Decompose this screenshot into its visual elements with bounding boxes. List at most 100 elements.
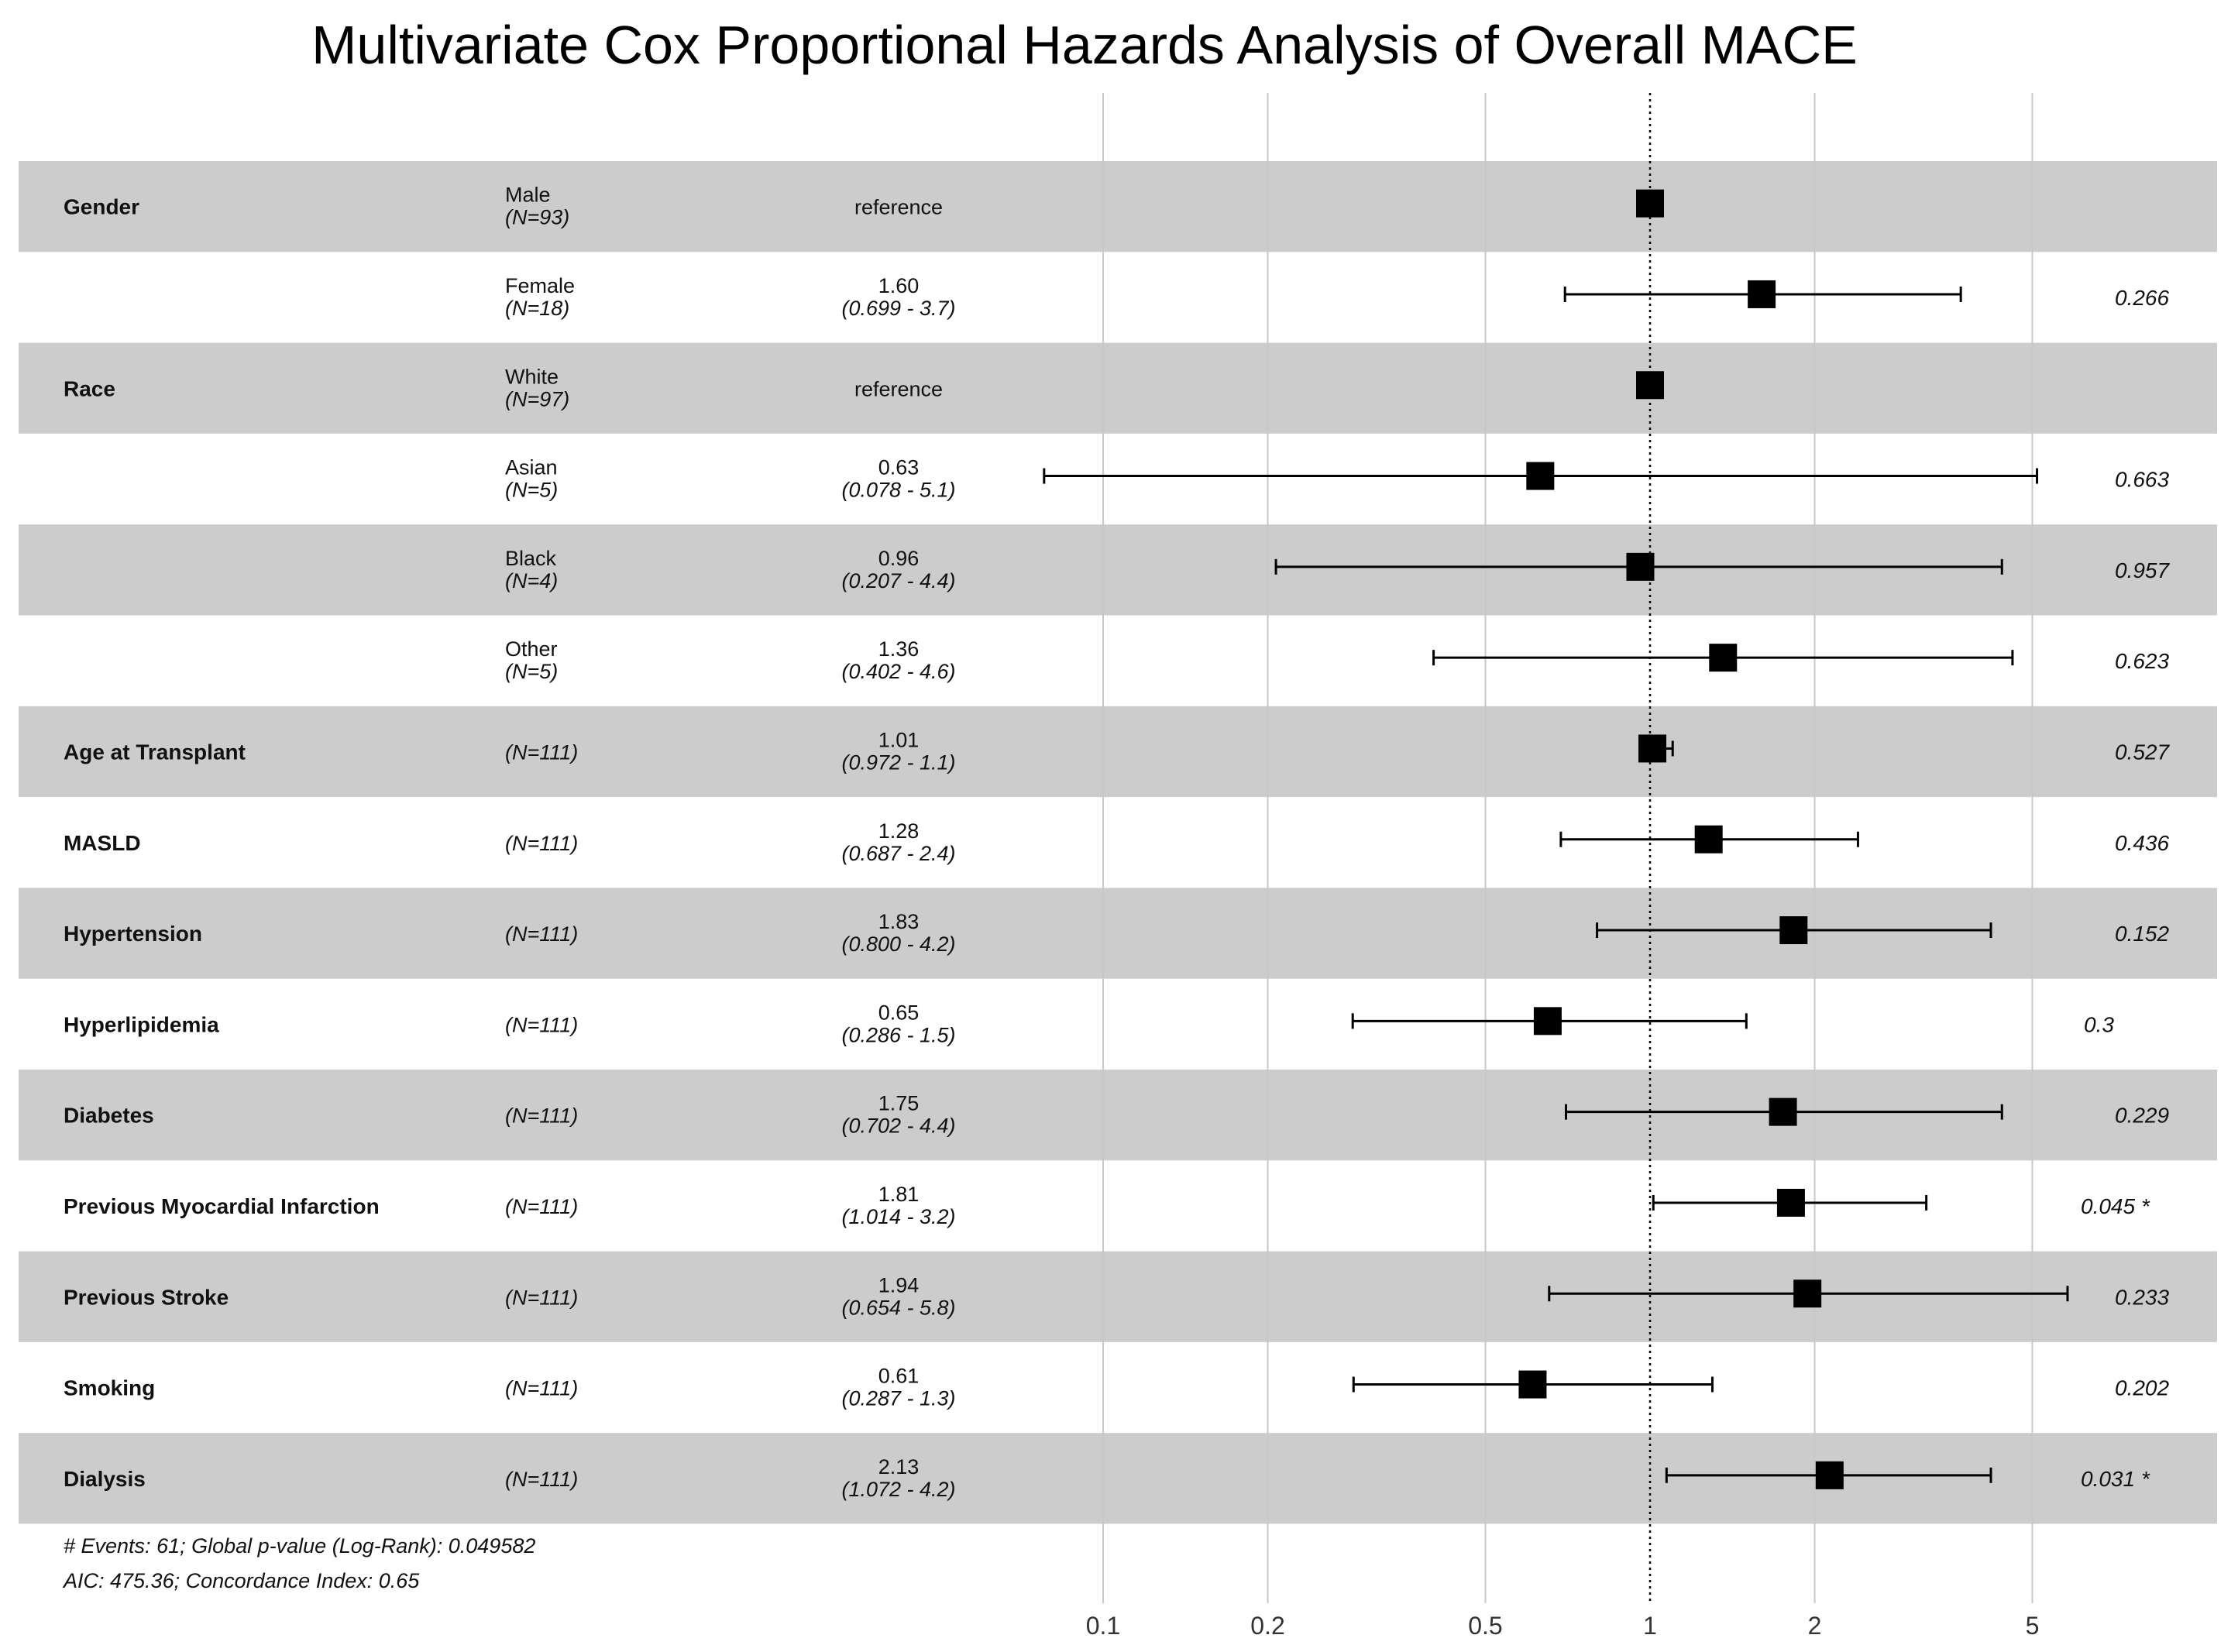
ci-label: (0.654 - 5.8) — [841, 1296, 955, 1319]
hr-point — [1533, 1007, 1562, 1036]
category-label: Male — [505, 184, 551, 207]
variable-label: MASLD — [64, 831, 141, 855]
hr-point — [1815, 1461, 1844, 1489]
hr-label: 0.65 — [878, 1001, 920, 1024]
n-label: (N=111) — [505, 1286, 578, 1309]
hr-label: reference — [854, 377, 943, 400]
category-label: White — [505, 365, 559, 388]
n-label: (N=111) — [505, 1468, 578, 1491]
ci-label: (0.687 - 2.4) — [841, 842, 955, 865]
n-label: (N=93) — [505, 206, 569, 229]
hr-point — [1694, 825, 1723, 853]
hr-label: 0.96 — [878, 547, 920, 570]
row-band — [19, 524, 2217, 616]
n-label: (N=111) — [505, 1013, 578, 1036]
variable-label: Race — [64, 376, 115, 400]
n-label: (N=5) — [505, 660, 558, 683]
estimate-marks — [1043, 189, 2069, 1489]
hr-point — [1793, 1279, 1822, 1308]
variable-label: Hypertension — [64, 922, 202, 946]
n-label: (N=111) — [505, 1195, 578, 1218]
n-label: (N=111) — [505, 1104, 578, 1128]
row-band — [19, 888, 2217, 979]
ci-label: (0.702 - 4.4) — [841, 1114, 955, 1138]
ci-label: (0.286 - 1.5) — [841, 1023, 955, 1046]
hr-point — [1779, 916, 1808, 945]
hr-label: 1.01 — [878, 728, 920, 751]
ci-label: (1.014 - 3.2) — [841, 1205, 955, 1228]
hr-label: reference — [854, 196, 943, 219]
x-tick-label: 0.5 — [1468, 1612, 1502, 1640]
hr-label: 0.63 — [878, 456, 920, 479]
p-value-label: 0.3 — [2084, 1012, 2114, 1036]
hr-point — [1709, 644, 1738, 672]
hr-point — [1526, 462, 1555, 490]
hr-point — [1636, 189, 1664, 218]
hr-point — [1769, 1097, 1797, 1126]
p-value-label: 0.202 — [2115, 1376, 2169, 1400]
variable-label: Gender — [64, 195, 139, 219]
footnote-events: # Events: 61; Global p-value (Log-Rank):… — [64, 1534, 535, 1558]
n-label: (N=5) — [505, 479, 558, 502]
hr-label: 1.75 — [878, 1092, 920, 1115]
hr-point — [1748, 280, 1776, 308]
ci-label: (0.402 - 4.6) — [841, 660, 955, 683]
variable-label: Age at Transplant — [64, 740, 246, 764]
variable-label: Previous Myocardial Infarction — [64, 1194, 380, 1218]
p-value-label: 0.152 — [2115, 922, 2169, 946]
gridlines — [1102, 93, 2033, 1603]
x-tick-label: 5 — [2026, 1612, 2040, 1640]
ci-label: (1.072 - 4.2) — [841, 1478, 955, 1501]
n-label: (N=18) — [505, 297, 569, 320]
ci-label: (0.699 - 3.7) — [841, 297, 955, 320]
hr-point — [1776, 1188, 1805, 1217]
p-value-label: 0.266 — [2115, 286, 2169, 310]
n-label: (N=4) — [505, 569, 558, 592]
ci-label: (0.207 - 4.4) — [841, 569, 955, 592]
hr-label: 1.81 — [878, 1183, 920, 1206]
n-label: (N=97) — [505, 387, 569, 410]
p-value-label: 0.229 — [2115, 1104, 2169, 1128]
category-label: Other — [505, 637, 558, 661]
n-label: (N=111) — [505, 740, 578, 764]
row-band — [19, 706, 2217, 798]
row-band — [19, 342, 2217, 434]
category-label: Female — [505, 274, 575, 297]
p-value-label: 0.436 — [2115, 831, 2169, 855]
variable-label: Dialysis — [64, 1467, 146, 1491]
p-value-label: 0.663 — [2115, 468, 2169, 492]
hr-point — [1626, 552, 1655, 581]
row-band — [19, 1433, 2217, 1524]
hr-label: 0.61 — [878, 1365, 920, 1388]
ci-label: (0.078 - 5.1) — [841, 479, 955, 502]
x-tick-label: 0.1 — [1086, 1612, 1120, 1640]
ci-label: (0.800 - 4.2) — [841, 932, 955, 956]
variable-label: Hyperlipidemia — [64, 1012, 219, 1036]
ci-label: (0.972 - 1.1) — [841, 750, 955, 774]
hr-label: 1.60 — [878, 274, 920, 297]
row-band — [19, 161, 2217, 252]
hr-label: 1.94 — [878, 1273, 920, 1297]
p-value-label: 0.957 — [2115, 558, 2170, 582]
hr-point — [1518, 1370, 1547, 1399]
x-tick-label: 2 — [1808, 1612, 1822, 1640]
x-tick-label: 1 — [1643, 1612, 1657, 1640]
p-value-label: 0.031 * — [2081, 1467, 2150, 1491]
row-bands — [19, 161, 2217, 1524]
p-value-label: 0.233 — [2115, 1285, 2169, 1309]
x-tick-label: 0.2 — [1250, 1612, 1284, 1640]
row-labels: Gender Male(N=93) reference Female(N=18) 1.6… — [64, 184, 2170, 1501]
p-value-label: 0.045 * — [2081, 1194, 2150, 1218]
category-label: Asian — [505, 456, 558, 479]
row-band — [19, 1251, 2217, 1342]
hr-point — [1636, 371, 1664, 400]
x-axis-ticks: 0.1 0.2 0.5 1 2 5 — [1086, 1612, 2040, 1640]
hr-label: 1.28 — [878, 819, 920, 843]
footnote-aic: AIC: 475.36; Concordance Index: 0.65 — [62, 1569, 420, 1592]
variable-label: Diabetes — [64, 1104, 154, 1128]
row-band — [19, 1070, 2217, 1161]
hr-point — [1638, 734, 1667, 763]
ci-label: (0.287 - 1.3) — [841, 1387, 955, 1410]
hr-label: 2.13 — [878, 1455, 920, 1479]
